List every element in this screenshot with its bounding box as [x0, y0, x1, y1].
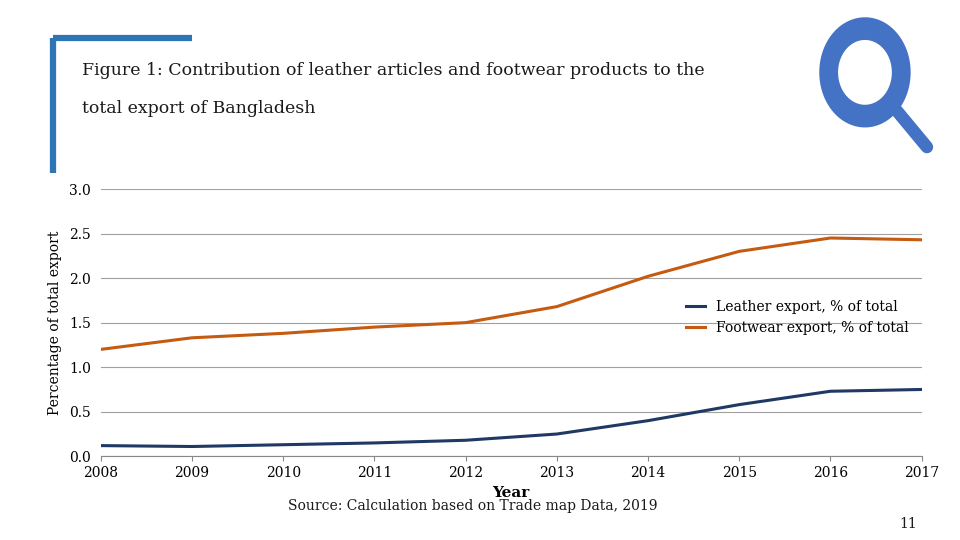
Text: Figure 1: Contribution of leather articles and footwear products to the: Figure 1: Contribution of leather articl…	[82, 62, 705, 79]
Text: Source: Calculation based on Trade map Data, 2019: Source: Calculation based on Trade map D…	[288, 500, 658, 514]
X-axis label: Year: Year	[492, 485, 530, 500]
Y-axis label: Percentage of total export: Percentage of total export	[48, 231, 62, 415]
Text: total export of Bangladesh: total export of Bangladesh	[82, 100, 315, 117]
Legend: Leather export, % of total, Footwear export, % of total: Leather export, % of total, Footwear exp…	[681, 294, 915, 340]
Polygon shape	[819, 17, 911, 127]
Text: 11: 11	[900, 517, 917, 531]
